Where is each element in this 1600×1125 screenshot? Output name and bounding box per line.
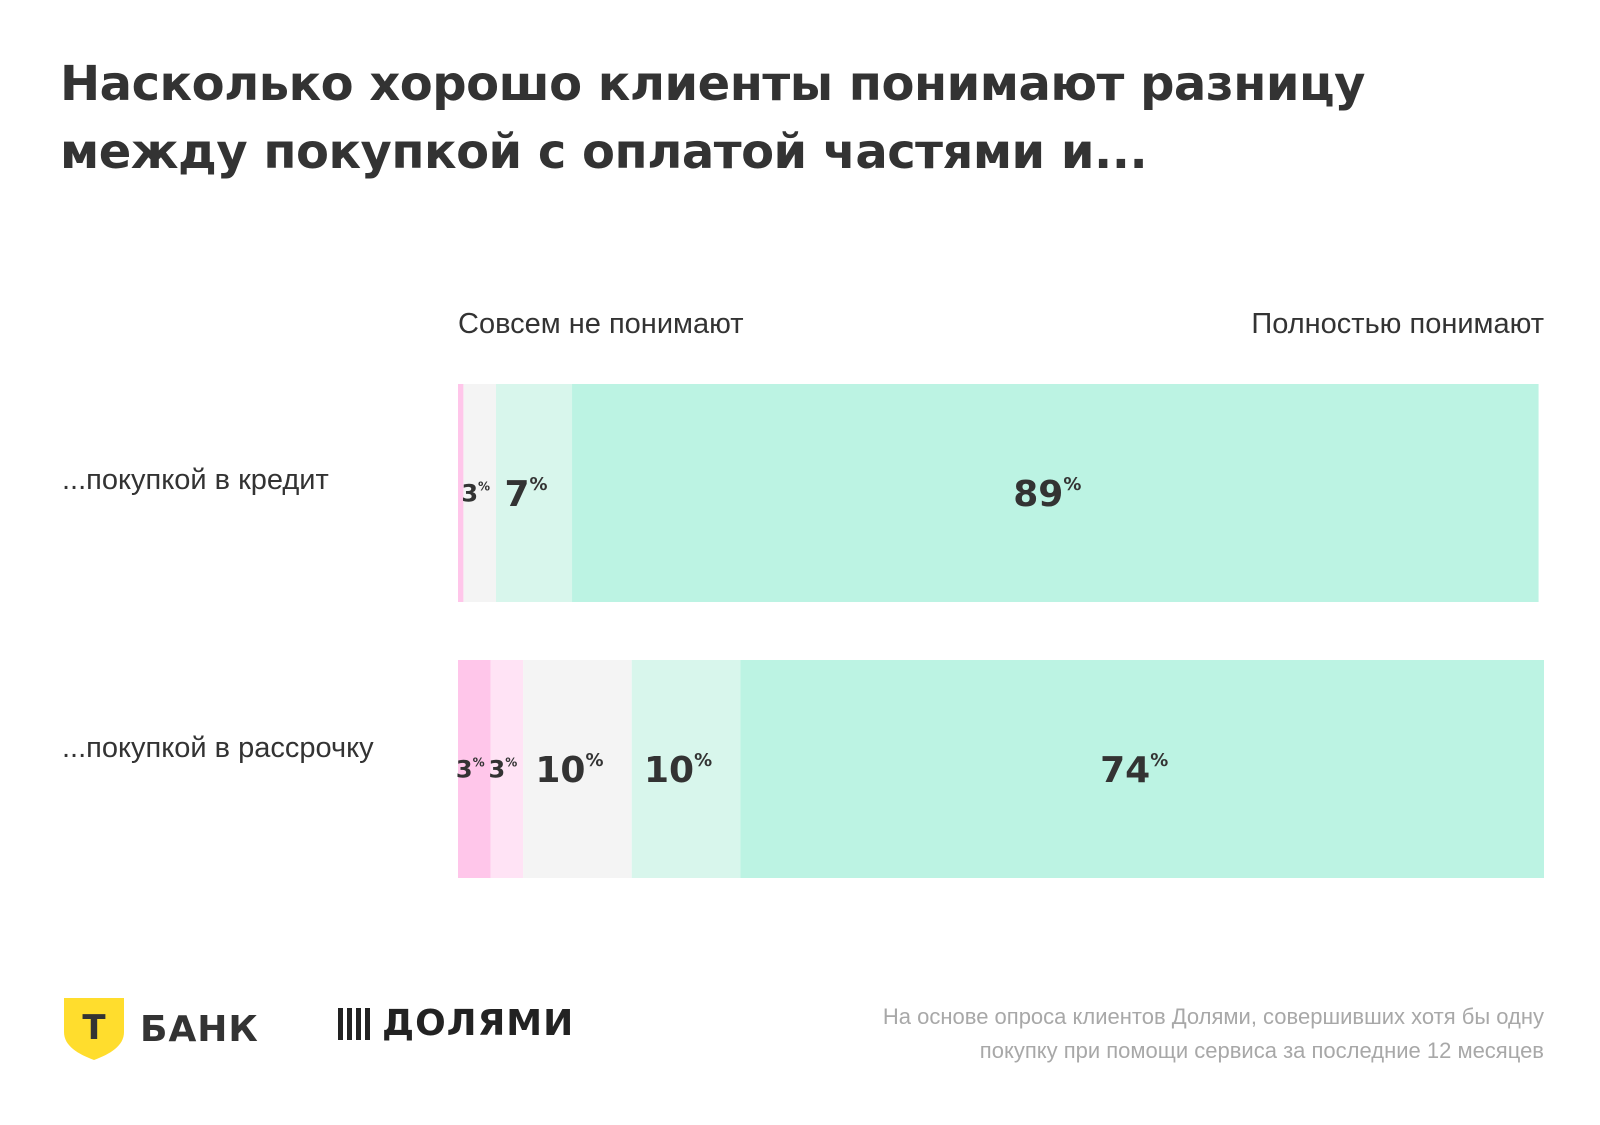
- data-label-row1-segment-5: 89%: [1013, 474, 1081, 515]
- tbank-wordmark: БАНК: [140, 1008, 259, 1050]
- bar-row2-segment-4: [631, 660, 741, 878]
- data-label-row2-segment-4: 10%: [644, 750, 712, 791]
- data-label-row2-segment-1: 3%: [456, 756, 485, 784]
- scale-label-high: Полностью понимают: [1251, 308, 1544, 340]
- bar-row2-segment-1: [458, 660, 491, 878]
- data-label-row2-segment-5: 74%: [1100, 750, 1168, 791]
- bar-row2-segment-5: [740, 660, 1544, 878]
- row-label-installment: ...покупкой в рассрочку: [62, 732, 374, 764]
- row-label-credit: ...покупкой в кредит: [62, 464, 329, 496]
- source-note-line-1: На основе опроса клиентов Долями, соверш…: [882, 1004, 1544, 1029]
- tbank-mark: Т: [82, 1008, 106, 1048]
- tbank-shield-icon: Т: [64, 998, 124, 1060]
- bar-row1-segment-1: [458, 384, 464, 602]
- data-label-row1-segment-4: 7%: [504, 474, 547, 515]
- bar-row2-segment-2: [490, 660, 524, 878]
- data-label-row2-segment-3: 10%: [535, 750, 603, 791]
- source-note: На основе опроса клиентов Долями, соверш…: [784, 1000, 1544, 1068]
- dolyami-logo: ДОЛЯМИ: [338, 1003, 574, 1044]
- tbank-logo: Т БАНК: [62, 996, 259, 1062]
- dolyami-wordmark: ДОЛЯМИ: [382, 1003, 575, 1044]
- bar-row1-segment-4: [496, 384, 573, 602]
- bar-row1-segment-5: [572, 384, 1539, 602]
- source-note-line-2: покупку при помощи сервиса за последние …: [979, 1038, 1544, 1063]
- chart-title: Насколько хорошо клиенты понимают разниц…: [60, 56, 1365, 180]
- bar-row2-segment-3: [523, 660, 632, 878]
- bar-row1-segment-3: [463, 384, 497, 602]
- data-label-row2-segment-2: 3%: [489, 756, 518, 784]
- dolyami-bars-icon: [338, 1007, 370, 1040]
- data-label-row1-segment-3: 3%: [461, 480, 490, 508]
- scale-label-low: Совсем не понимают: [458, 308, 744, 340]
